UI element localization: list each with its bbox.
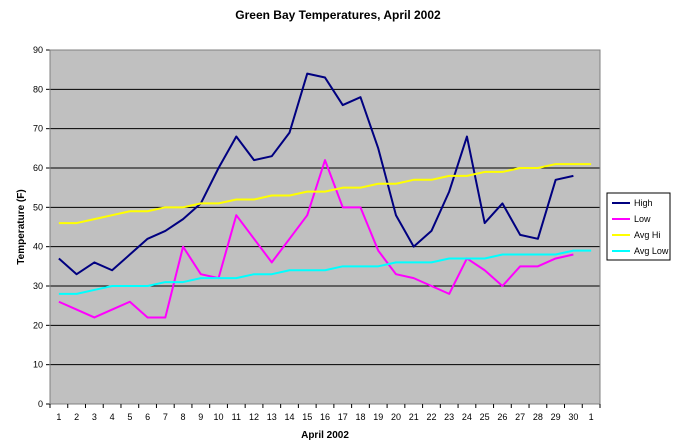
y-tick-label: 0 bbox=[38, 399, 43, 409]
x-tick-label: 20 bbox=[391, 412, 401, 422]
series-lines bbox=[58, 72, 592, 319]
x-tick-label: 8 bbox=[181, 412, 186, 422]
x-tick-label: 5 bbox=[127, 412, 132, 422]
x-tick-label: 1 bbox=[56, 412, 61, 422]
x-tick-label: 2 bbox=[74, 412, 79, 422]
legend: High Low Avg Hi Avg Low bbox=[606, 192, 671, 261]
series-line-high bbox=[58, 72, 574, 276]
legend-label: High bbox=[634, 198, 653, 208]
x-tick-label: 25 bbox=[480, 412, 490, 422]
plot-border bbox=[49, 49, 601, 405]
x-tick-label: 7 bbox=[163, 412, 168, 422]
x-tick-label: 1 bbox=[589, 412, 594, 422]
legend-box bbox=[606, 192, 671, 261]
x-tick-label: 27 bbox=[515, 412, 525, 422]
x-tick-label: 19 bbox=[373, 412, 383, 422]
x-tick-label: 23 bbox=[444, 412, 454, 422]
x-tick-label: 12 bbox=[249, 412, 259, 422]
y-tick-label: 30 bbox=[33, 281, 43, 291]
x-tick-label: 24 bbox=[462, 412, 472, 422]
x-tick-label: 13 bbox=[267, 412, 277, 422]
x-tick-label: 16 bbox=[320, 412, 330, 422]
legend-label: Low bbox=[634, 214, 651, 224]
series-line-avg-low bbox=[58, 249, 592, 295]
y-tick-label: 60 bbox=[33, 163, 43, 173]
x-tick-label: 28 bbox=[533, 412, 543, 422]
x-tick-label: 21 bbox=[409, 412, 419, 422]
x-tick-labels: 1 2 3 4 5 6 7 8 9 10 11 12 13 14 15 16 17 18 19 20 21 22 23 24 2… bbox=[56, 412, 593, 422]
y-tick-label: 10 bbox=[33, 360, 43, 370]
x-tick-label: 18 bbox=[355, 412, 365, 422]
y-tick-label: 90 bbox=[33, 45, 43, 55]
legend-label: Avg Low bbox=[634, 246, 669, 256]
x-tick-label: 10 bbox=[214, 412, 224, 422]
chart-title: Green Bay Temperatures, April 2002 bbox=[235, 8, 441, 22]
x-tick-label: 14 bbox=[285, 412, 295, 422]
y-tick-label: 70 bbox=[33, 124, 43, 134]
x-tick-label: 9 bbox=[198, 412, 203, 422]
y-tick-label: 20 bbox=[33, 320, 43, 330]
x-tick-label: 3 bbox=[92, 412, 97, 422]
series-line-low bbox=[58, 159, 574, 319]
y-tick-label: 50 bbox=[33, 202, 43, 212]
x-tick-label: 22 bbox=[426, 412, 436, 422]
x-tick-label: 11 bbox=[232, 412, 241, 422]
x-tick-label: 26 bbox=[497, 412, 507, 422]
x-tick-label: 4 bbox=[110, 412, 115, 422]
x-tick-label: 15 bbox=[302, 412, 312, 422]
series-line-avg-hi bbox=[58, 163, 592, 225]
x-tick-label: 29 bbox=[551, 412, 561, 422]
x-tick-label: 17 bbox=[338, 412, 348, 422]
y-tick-labels: 0 10 20 30 40 50 60 70 80 90 bbox=[33, 45, 43, 409]
y-tick-label: 40 bbox=[33, 242, 43, 252]
x-tick-label: 6 bbox=[145, 412, 150, 422]
y-axis-title: Temperature (F) bbox=[16, 189, 27, 264]
x-axis-title: April 2002 bbox=[301, 430, 349, 441]
x-tick-label: 30 bbox=[568, 412, 578, 422]
y-tick-label: 80 bbox=[33, 84, 43, 94]
legend-label: Avg Hi bbox=[634, 230, 660, 240]
plot-area bbox=[50, 50, 600, 404]
axes bbox=[49, 49, 601, 408]
